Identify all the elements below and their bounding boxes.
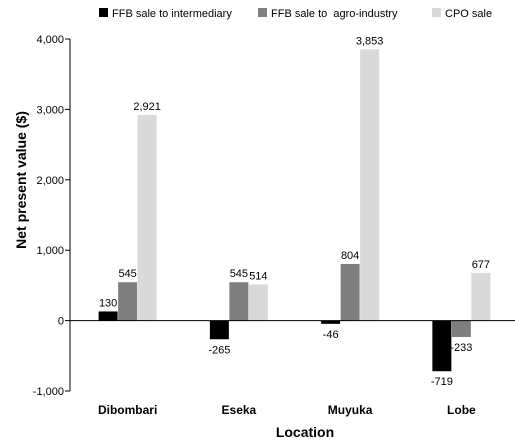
data-label: 130: [99, 297, 117, 309]
data-label: 804: [341, 250, 359, 262]
legend: FFB sale to intermediary FFB sale to agro…: [99, 8, 492, 20]
category-label: Dibombari: [98, 403, 157, 417]
y-tick-label: -1,000: [33, 386, 64, 398]
legend-label: CPO sale: [445, 8, 492, 20]
data-label: -265: [208, 344, 230, 356]
category-label: Lobe: [447, 403, 476, 417]
data-label: 3,853: [356, 35, 384, 47]
category-label: Eseka: [222, 403, 257, 417]
bar-eseka-series-2: [229, 282, 249, 321]
y-tick-label: 1,000: [36, 245, 64, 257]
bar-dibombari-series-2: [118, 282, 138, 321]
x-axis: Dibombari Eseka Muyuka Lobe: [70, 320, 515, 417]
category-label: Muyuka: [328, 403, 373, 417]
y-tick-label: 0: [58, 316, 64, 328]
y-axis: -1,000 0 1,000 2,000 3,000 4,000: [33, 34, 71, 398]
bar-muyuka-series-1: [321, 320, 341, 324]
data-label: 545: [118, 268, 136, 280]
bar-lobe-series-3: [471, 272, 491, 321]
legend-swatch: [432, 8, 441, 17]
data-label: -719: [431, 376, 453, 388]
bar-muyuka-series-2: [340, 263, 360, 321]
data-label: 514: [249, 270, 267, 282]
data-label: -46: [323, 329, 339, 341]
bar-dibombari-series-3: [137, 114, 157, 321]
bar-eseka-series-1: [209, 320, 229, 340]
data-label: -233: [450, 342, 472, 354]
y-tick-label: 3,000: [36, 104, 64, 116]
legend-label: FFB sale to intermediary: [112, 8, 232, 20]
data-label: 677: [472, 259, 490, 271]
bar-eseka-series-3: [248, 284, 268, 321]
data-label: 545: [230, 268, 248, 280]
bar-lobe-series-1: [432, 320, 452, 372]
y-tick-label: 2,000: [36, 175, 64, 187]
bar-muyuka-series-3: [360, 49, 380, 321]
legend-swatch: [99, 8, 108, 17]
legend-label: FFB sale to agro-industry: [271, 8, 398, 20]
y-tick-label: 4,000: [36, 34, 64, 46]
x-axis-title: Location: [276, 424, 334, 440]
bar-dibombari-series-1: [98, 311, 118, 321]
legend-swatch: [258, 8, 267, 17]
data-label: 2,921: [133, 101, 161, 113]
bar-lobe-series-2: [451, 320, 471, 338]
y-axis-title: Net present value ($): [13, 111, 29, 249]
